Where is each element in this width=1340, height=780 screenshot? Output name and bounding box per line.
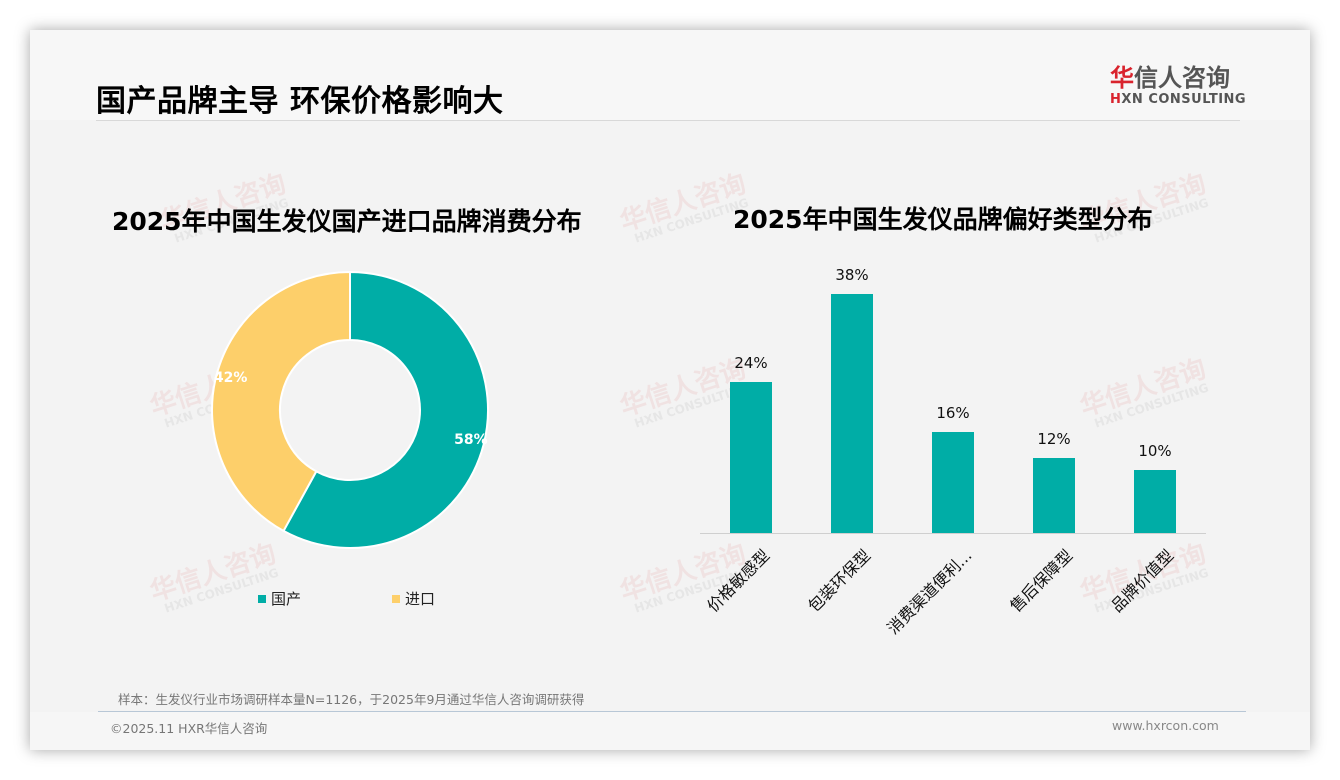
logo-en-text: XN CONSULTING	[1121, 92, 1247, 107]
logo-en-mark: H	[1110, 92, 1122, 107]
brand-logo: 华信人咨询 HXN CONSULTING	[1110, 64, 1270, 108]
site-url: www.hxrcon.com	[1112, 718, 1219, 733]
donut-label-import: 42%	[213, 370, 248, 387]
donut-svg	[211, 270, 489, 549]
logo-cn-text: 信人咨询	[1134, 64, 1230, 92]
bar	[730, 382, 772, 533]
legend-label: 进口	[405, 590, 436, 608]
bar-category-label: 包装环保型	[804, 545, 875, 616]
donut-slice	[211, 270, 351, 533]
bar	[1134, 470, 1176, 533]
donut-chart-title: 2025年中国生发仪国产进口品牌消费分布	[112, 207, 582, 236]
page-title: 国产品牌主导 环保价格影响大	[96, 84, 504, 119]
bar-value-label: 24%	[734, 354, 768, 373]
legend-item-import: 进口	[392, 588, 435, 609]
title-divider	[96, 120, 1240, 121]
bar-category-label: 售后保障型	[1006, 545, 1077, 616]
bar-value-label: 12%	[1037, 429, 1071, 448]
copyright: ©2025.11 HXR华信人咨询	[110, 721, 268, 736]
legend-label: 国产	[271, 590, 302, 608]
bar	[831, 293, 873, 533]
bar-x-axis	[700, 533, 1206, 534]
legend-swatch-teal-icon	[258, 594, 266, 603]
footer-divider	[98, 711, 1246, 712]
bar-chart-title: 2025年中国生发仪品牌偏好类型分布	[733, 205, 1153, 234]
slide: 国产品牌主导 环保价格影响大 华信人咨询 HXN CONSULTING 华信人咨…	[30, 30, 1310, 750]
bar-value-label: 10%	[1138, 442, 1172, 461]
bar	[932, 432, 974, 533]
bar-category-label: 品牌价值型	[1107, 545, 1178, 616]
legend-swatch-yellow-icon	[392, 594, 400, 603]
bar-value-label: 16%	[936, 404, 970, 423]
donut-chart: 58% 42%	[210, 270, 490, 550]
donut-label-domestic: 58%	[454, 431, 488, 448]
footer-band	[30, 712, 1310, 750]
legend-item-domestic: 国产	[258, 588, 301, 609]
bar-value-label: 38%	[835, 265, 869, 284]
logo-cn-mark: 华	[1110, 64, 1134, 92]
donut-slice	[282, 270, 489, 549]
bar-category-label: 价格敏感型	[703, 545, 774, 616]
sample-note: 样本：生发仪行业市场调研样本量N=1126，于2025年9月通过华信人咨询调研获…	[118, 692, 585, 707]
bar-category-label: 消费渠道便利...	[883, 545, 976, 638]
header-band	[30, 30, 1310, 120]
bar	[1033, 457, 1075, 533]
